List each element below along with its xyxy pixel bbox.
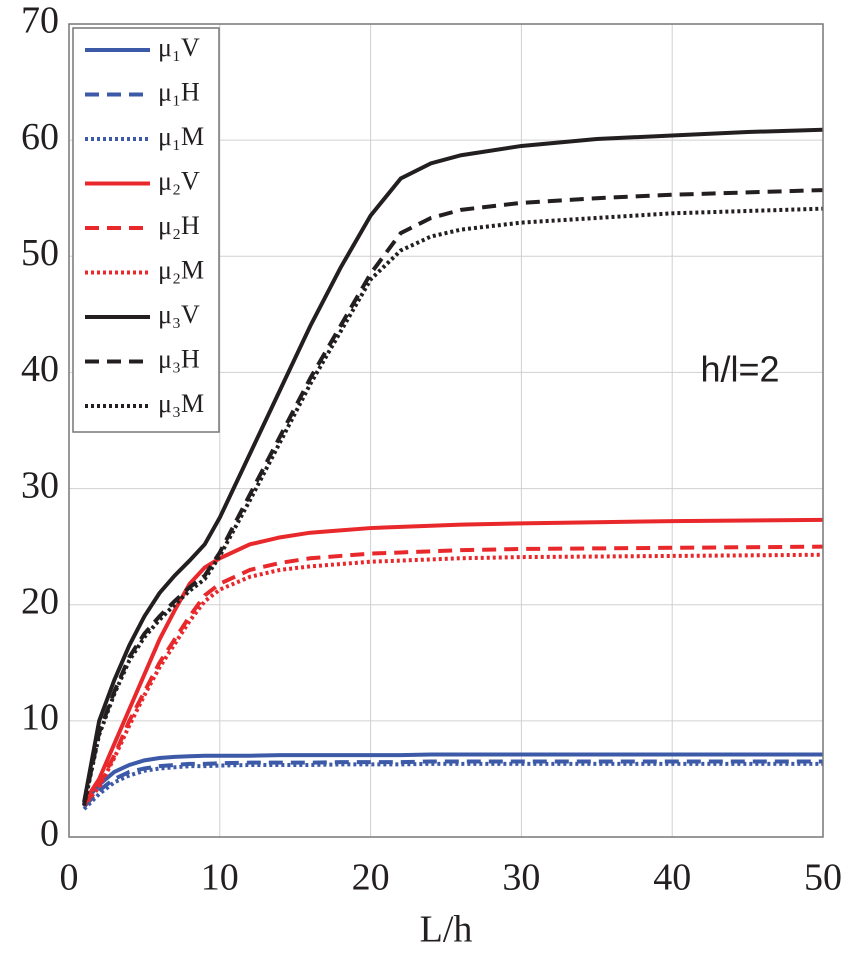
x-tick-label: 40 [653,857,691,899]
x-axis-label: L/h [420,909,473,951]
legend-label: μ₃V [158,300,200,329]
series-line [82,752,823,804]
series-line [82,761,823,811]
x-tick-label: 10 [201,857,239,899]
y-tick-label: 0 [40,813,59,855]
annotation: h/l=2 [700,349,779,390]
legend-label: μ₁M [158,122,204,151]
series-line [82,127,824,803]
y-tick-label: 50 [21,232,59,274]
y-tick-label: 70 [21,0,59,42]
y-tick-label: 40 [21,348,59,390]
legend-label: μ₃H [158,344,200,373]
series-line [82,517,824,804]
y-tick-label: 60 [21,116,59,158]
y-tick-label: 10 [21,697,59,739]
series-line [82,206,824,807]
axes-frame [68,23,824,838]
plot-lines [82,127,824,811]
series-line [82,188,824,805]
x-tick-label: 30 [502,857,540,899]
series-line [82,552,824,807]
series-line [82,759,823,809]
legend-label: μ₁H [158,77,200,106]
x-tick-label: 50 [804,857,842,899]
legend-label: μ₂M [158,255,204,284]
legend: μ₁V μ₁H μ₁M μ₂V μ₂H μ₂M μ₃V μ₃H μ₃M [72,27,220,433]
series-line [82,544,824,806]
x-tick-label: 0 [60,857,79,899]
y-tick-label: 30 [21,464,59,506]
legend-label: μ₂H [158,211,200,240]
legend-label: μ₂V [158,166,200,195]
y-tick-label: 20 [21,580,59,622]
legend-label: μ₁V [158,33,200,62]
x-tick-label: 20 [352,857,390,899]
legend-label: μ₃M [158,389,204,418]
